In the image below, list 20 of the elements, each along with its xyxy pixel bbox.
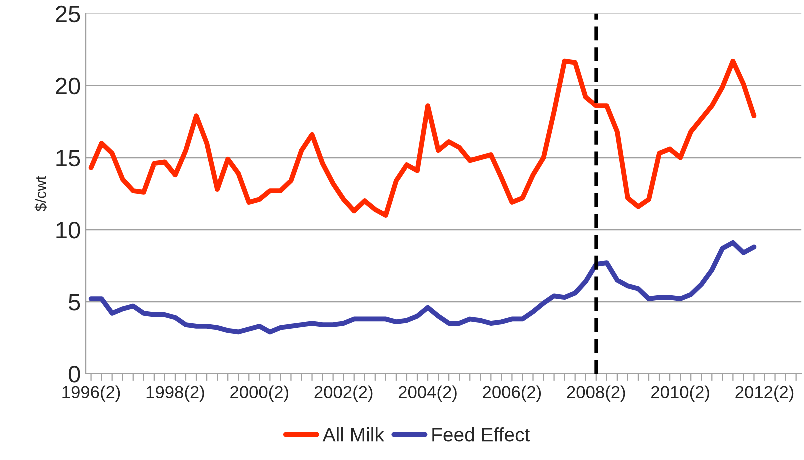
- line-series: [88, 240, 757, 335]
- y-tick-label: 10: [56, 222, 80, 239]
- y-tick-label: 25: [56, 6, 80, 23]
- y-tick-label: 5: [68, 294, 80, 311]
- x-tick-label: 2002(2): [314, 386, 373, 402]
- x-tick-label: 1998(2): [146, 386, 204, 402]
- y-tick-label: 20: [56, 78, 80, 95]
- line-series: [88, 58, 757, 218]
- x-tick-label: 2010(2): [652, 386, 710, 402]
- legend-label: Feed Effect: [432, 428, 530, 442]
- x-tick-label: 2004(2): [398, 386, 457, 402]
- x-tick-label: 2008(2): [567, 386, 626, 402]
- x-tick-label: 1996(2): [62, 386, 120, 402]
- y-axis-title: $/cwt: [34, 176, 48, 212]
- x-tick-label: 2000(2): [230, 386, 288, 402]
- y-tick-label: 0: [68, 366, 80, 383]
- y-tick-label: 15: [56, 150, 80, 167]
- x-tick-label: 2006(2): [483, 386, 542, 402]
- x-tick-label: 2012(2): [736, 386, 794, 402]
- legend-label: All Milk: [322, 428, 384, 442]
